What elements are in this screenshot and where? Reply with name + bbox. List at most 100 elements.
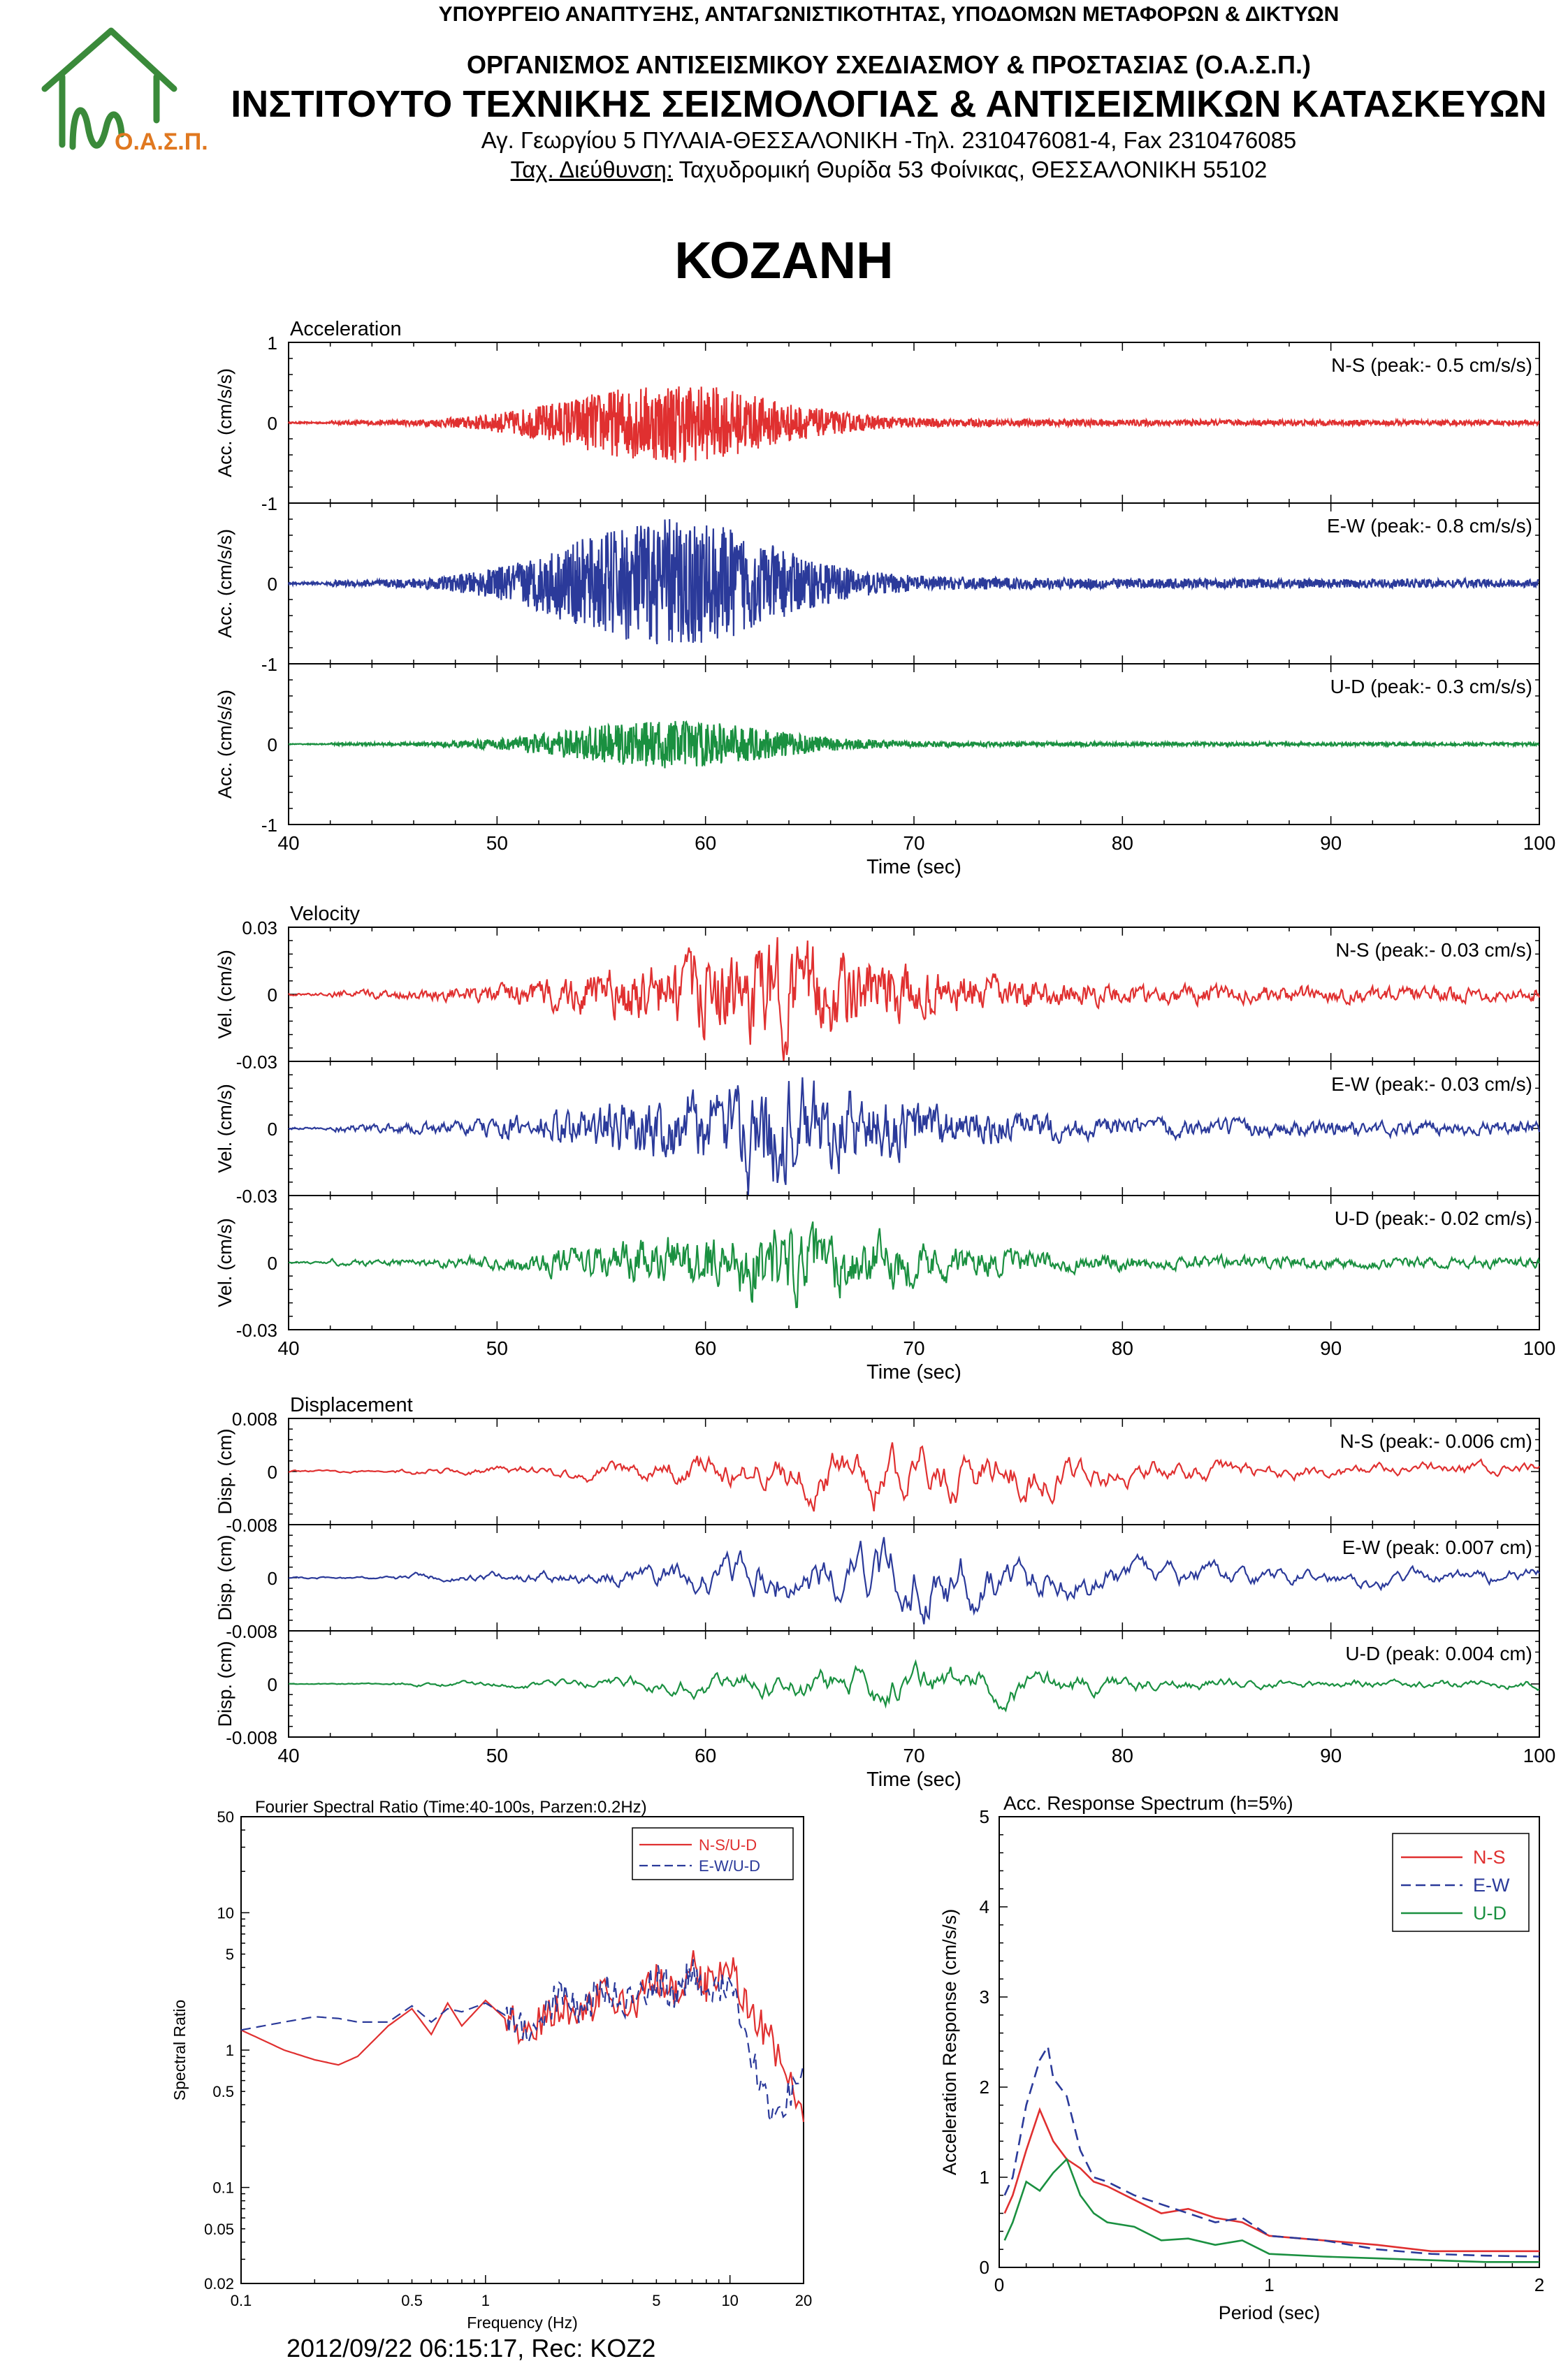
chart-title: Fourier Spectral Ratio (Time:40-100s, Pa… [255,1798,647,1817]
house-icon [41,27,177,150]
series-line [240,1959,805,2124]
legend-label: E-W [1473,1875,1510,1896]
institute-header: Ο.Α.Σ.Π. ΥΠΟΥΡΓΕΙΟ ΑΝΑΠΤΥΞΗΣ, ΑΝΤΑΓΩΝΙΣΤ… [0,0,1568,203]
organization-line: ΟΡΓΑΝΙΣΜΟΣ ΑΝΤΙΣΕΙΣΜΙΚΟΥ ΣΧΕΔΙΑΣΜΟΥ & ΠΡ… [467,50,1311,79]
series-trace [287,518,1539,645]
y-tick-label: 0 [268,1674,277,1695]
y-tick-label: 0 [268,1253,277,1274]
x-tick-label: 10 [721,2292,738,2309]
x-tick-label: 40 [277,1745,299,1766]
y-tick-label: 1 [226,2042,234,2059]
legend-box [1392,1833,1530,1932]
institute-title: ΙΝΣΤΙΤΟΥΤΟ ΤΕΧΝΙΚΗΣ ΣΕΙΣΜΟΛΟΓΙΑΣ & ΑΝΤΙΣ… [231,83,1547,125]
y-axis-label: Disp. (cm) [215,1429,235,1515]
x-tick-label: 20 [795,2292,812,2309]
x-tick-label: 0.1 [231,2292,252,2309]
x-axis-label: Frequency (Hz) [467,2314,577,2332]
legend: N-S E-W U-D [1392,1833,1530,1932]
series-label: E-W (peak:- 0.03 cm/s) [1331,1073,1532,1095]
series-label: E-W (peak:- 0.8 cm/s/s) [1327,515,1532,537]
y-tick-label: -1 [261,815,277,836]
x-tick-label: 80 [1112,1337,1133,1359]
y-tick-label: 2 [980,2077,989,2098]
y-tick-label: 5 [980,1806,989,1827]
record-footer: 2012/09/22 06:15:17, Rec: KOZ2 [286,2334,656,2362]
series-label: N-S (peak:- 0.006 cm) [1340,1430,1532,1452]
x-tick-label: 70 [903,832,924,854]
y-tick-label: 0.03 [242,917,277,938]
y-tick-label: 0 [268,1119,277,1140]
postal-label: Ταχ. Διεύθυνση: [510,157,674,182]
y-tick-label: 50 [217,1808,234,1826]
x-axis-label: Period (sec) [1219,2302,1321,2323]
x-tick-label: 80 [1112,1745,1133,1766]
series-label: U-D (peak: 0.004 cm) [1345,1643,1532,1664]
x-tick-label: 90 [1320,832,1342,854]
y-tick-label: -0.008 [226,1727,277,1748]
y-tick-label: 0 [268,734,277,755]
x-tick-label: 90 [1320,1337,1342,1359]
y-tick-label: 0 [268,1568,277,1589]
series-line [1003,2107,1539,2253]
legend: N-S/U-D E-W/U-D [632,1827,794,1880]
x-tick-label: 80 [1112,832,1133,854]
y-tick-label: 0.1 [212,2179,234,2197]
series-label: U-D (peak:- 0.02 cm/s) [1335,1207,1532,1229]
series-label: E-W (peak: 0.007 cm) [1342,1537,1532,1558]
series-trace [287,386,1540,463]
x-tick-label: 100 [1523,1745,1556,1766]
legend-label: E-W/U-D [699,1857,760,1875]
legend-label: N-S [1473,1847,1506,1868]
y-tick-label: -1 [261,654,277,675]
y-tick-label: 0.008 [232,1409,277,1430]
series-line [1003,2157,1539,2263]
x-tick-label: 2 [1534,2274,1544,2295]
address-line: Αγ. Γεωργίου 5 ΠΥΛΑΙΑ-ΘΕΣΣΑΛΟΝΙΚΗ -Τηλ. … [481,127,1297,153]
y-tick-label: -1 [261,493,277,514]
x-axis-label: Time (sec) [866,1768,961,1791]
series-line [1003,2044,1540,2258]
oasp-logo: Ο.Α.Σ.Π. [41,27,208,155]
chart-title: Acc. Response Spectrum (h=5%) [1003,1792,1293,1814]
legend-label: N-S/U-D [699,1836,757,1854]
postal-line: Ταχ. Διεύθυνση: Ταχυδρομική Θυρίδα 53 Φο… [105,157,1568,183]
response-spectrum-chart: Acc. Response Spectrum (h=5%) 0 1 2 5 4 3 2 1 0 Pe… [939,1792,1544,2323]
x-tick-label: 50 [486,1337,508,1359]
series-trace [288,1077,1541,1196]
x-tick-label: 60 [695,1745,716,1766]
x-tick-label: 1 [1264,2274,1274,2295]
x-tick-label: 70 [903,1337,924,1359]
y-tick-label: 5 [226,1946,234,1963]
y-tick-label: -0.03 [236,1320,277,1341]
y-axis-label: Disp. (cm) [215,1535,235,1621]
x-tick-label: 90 [1320,1745,1342,1766]
y-tick-label: 3 [980,1987,989,2007]
y-tick-label: 0.02 [204,2275,234,2293]
x-tick-label: 100 [1523,1337,1556,1359]
logo-text: Ο.Α.Σ.Π. [115,129,208,155]
y-tick-label: 0 [268,413,277,434]
x-tick-label: 5 [652,2292,660,2309]
panel-title: Velocity [290,903,360,925]
legend-label: U-D [1473,1903,1507,1924]
y-axis-label: Acc. (cm/s/s) [215,368,235,477]
x-tick-label: 100 [1523,832,1556,854]
x-axis-label: Time (sec) [866,856,961,878]
legend-box [632,1827,794,1880]
fourier-ratio-chart: Fourier Spectral Ratio (Time:40-100s, Pa… [170,1798,812,2332]
station-title: ΚΟΖΑΝΗ [674,231,894,289]
y-axis-label: Acceleration Response (cm/s/s) [939,1909,960,2175]
x-tick-label: 50 [486,1745,508,1766]
y-axis-label: Disp. (cm) [215,1641,235,1727]
series-label: N-S (peak:- 0.03 cm/s) [1335,939,1532,961]
series-trace [288,937,1541,1062]
y-tick-label: 1 [980,2167,989,2188]
y-tick-label: 10 [217,1904,234,1922]
y-tick-label: 0 [268,1462,277,1483]
series-label: N-S (peak:- 0.5 cm/s/s) [1331,354,1532,376]
panel-title: Acceleration [290,318,402,340]
x-tick-label: 60 [695,832,716,854]
x-tick-label: 60 [695,1337,716,1359]
